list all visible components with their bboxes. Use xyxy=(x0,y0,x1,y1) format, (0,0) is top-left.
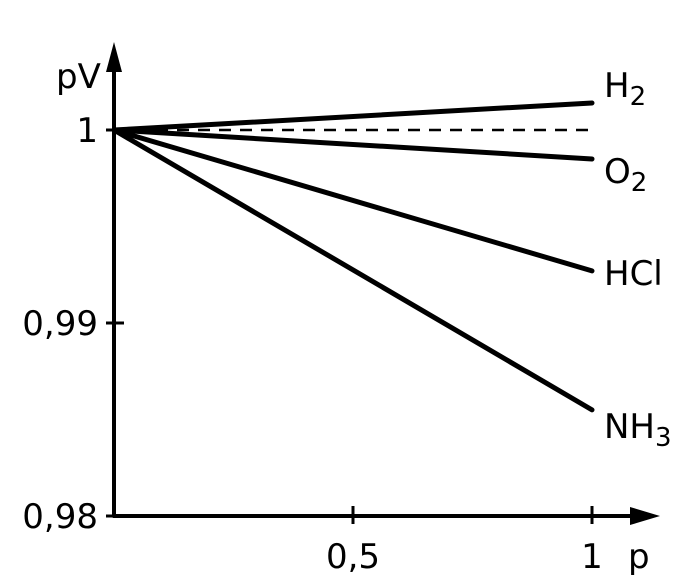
ticks xyxy=(106,128,594,524)
series-label-o2: O2 xyxy=(604,152,647,198)
series-line-h2 xyxy=(111,100,595,133)
series-label-hcl: HCl xyxy=(604,254,663,294)
series-label-h2: H2 xyxy=(604,66,646,112)
x-axis-arrow-icon xyxy=(630,507,660,525)
x-tick-label-0: 0,5 xyxy=(326,537,380,577)
series-line-hcl xyxy=(111,127,595,274)
series-lines xyxy=(111,100,595,413)
series-line-nh3 xyxy=(111,127,595,413)
x-tick-label-1: 1 xyxy=(581,537,603,577)
x-axis-label: p xyxy=(628,537,650,577)
y-axis-label: pV xyxy=(56,57,101,97)
series-label-nh3: NH3 xyxy=(604,407,672,453)
y-tick-label-2: 0,98 xyxy=(22,497,98,537)
series-labels: H2 O2 HCl NH3 xyxy=(604,66,672,453)
tick-labels: 0,5 1 1 0,99 0,98 xyxy=(22,111,603,577)
y-tick-label-1: 0,99 xyxy=(22,304,98,344)
series-line-o2 xyxy=(111,127,595,162)
y-tick-label-0: 1 xyxy=(76,111,98,151)
y-axis-arrow-icon xyxy=(106,42,122,72)
